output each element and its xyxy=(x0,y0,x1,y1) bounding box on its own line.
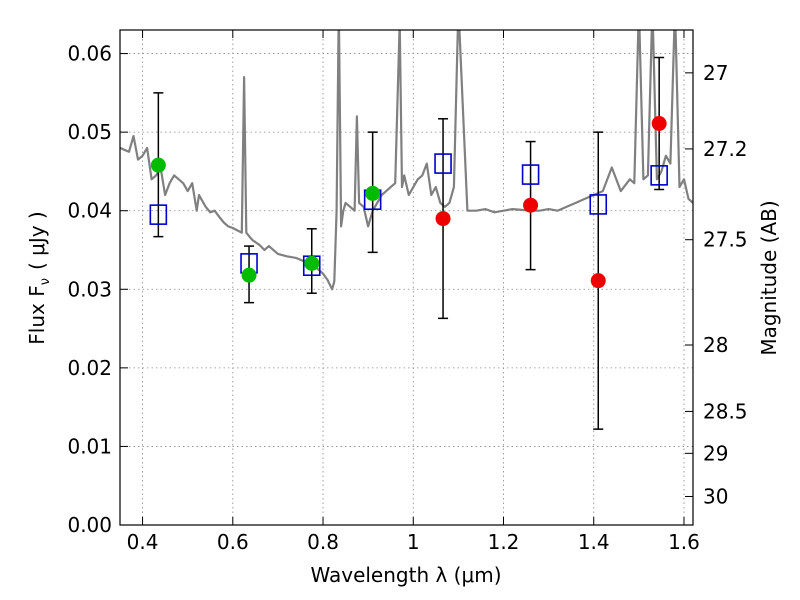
y-tick-label: 0.03 xyxy=(67,277,112,301)
y-tick-label: 0.04 xyxy=(67,199,112,223)
x-tick-label: 1.4 xyxy=(578,530,610,554)
y2-tick-label: 28 xyxy=(703,333,728,357)
model-square-marker xyxy=(650,165,668,186)
grid xyxy=(120,30,693,525)
model-square-marker xyxy=(434,153,452,174)
x-tick-label: 1.6 xyxy=(668,530,700,554)
y2-tick-label: 27 xyxy=(703,61,728,85)
y-tick-label: 0.00 xyxy=(67,513,112,537)
y-axis-label-subscript: ν xyxy=(38,278,53,285)
green-data-point xyxy=(304,255,320,271)
x-tick-label: 0.8 xyxy=(307,530,339,554)
red-data-point xyxy=(435,211,451,227)
y-tick-label: 0.01 xyxy=(67,434,112,458)
plot-frame xyxy=(119,29,694,526)
y-axis-label-units: ( μJy ) xyxy=(25,211,49,270)
x-tick-label: 1 xyxy=(407,530,420,554)
y2-axis-label: Magnitude (AB) xyxy=(757,200,781,355)
model-square-marker xyxy=(589,194,608,215)
y-axis-label: Flux Fν ( μJy ) xyxy=(25,211,53,344)
y-tick-label: 0.05 xyxy=(67,120,112,144)
y2-tick-label: 27.2 xyxy=(703,137,748,161)
y2-tick-label: 28.5 xyxy=(703,399,748,423)
red-data-point xyxy=(590,273,606,289)
y-tick-label: 0.06 xyxy=(67,42,112,66)
x-tick-label: 0.6 xyxy=(217,530,249,554)
y-axis-label-main: Flux F xyxy=(25,285,49,344)
y-tick-label: 0.02 xyxy=(67,356,112,380)
plot-background xyxy=(120,30,693,525)
red-data-point xyxy=(523,197,539,213)
green-data-point xyxy=(150,157,166,173)
model-square-marker xyxy=(521,164,540,185)
x-axis-label: Wavelength λ (μm) xyxy=(310,563,501,587)
y2-tick-label: 27.5 xyxy=(703,228,748,252)
green-data-point xyxy=(365,185,381,201)
marker-layer xyxy=(149,116,668,289)
red-data-point xyxy=(651,116,667,131)
x-tick-label: 1.2 xyxy=(488,530,520,554)
x-tick-label: 0.4 xyxy=(127,530,159,554)
green-data-point xyxy=(241,267,257,283)
y2-tick-label: 30 xyxy=(703,484,728,508)
ticks: 0.4 0.6 0.8 1 1.2 1.4 1.6 0.00 0.01 0.02 0.03 0.04 0… xyxy=(67,30,748,554)
y2-tick-label: 29 xyxy=(703,441,728,465)
model-square-marker xyxy=(149,204,168,225)
